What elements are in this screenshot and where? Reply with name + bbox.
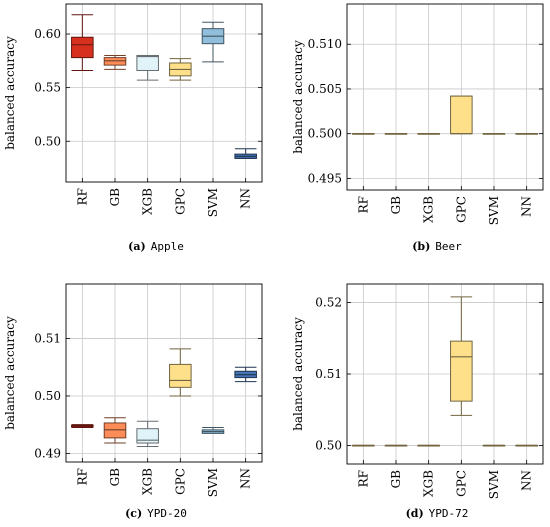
y-tick-label: 0.510 bbox=[308, 37, 342, 51]
caption-label: (a) bbox=[128, 240, 146, 253]
figure-caption: (b) Beer bbox=[412, 240, 462, 253]
x-tick-label: GPC bbox=[454, 470, 468, 497]
y-tick-label: 0.500 bbox=[308, 127, 342, 141]
box-gb bbox=[103, 422, 127, 439]
y-tick-label: 0.50 bbox=[34, 134, 61, 148]
x-tick-label: RF bbox=[75, 468, 89, 485]
x-tick-label: SVM bbox=[206, 468, 220, 497]
y-tick-label: 0.52 bbox=[315, 296, 342, 310]
y-tick-label: 0.51 bbox=[315, 367, 342, 381]
box-xgb bbox=[136, 428, 159, 444]
x-tick-label: SVM bbox=[487, 470, 501, 499]
caption-text: YPD-20 bbox=[147, 507, 187, 520]
y-axis-label: balanced accuracy bbox=[3, 316, 17, 430]
y-tick-label: 0.49 bbox=[34, 446, 61, 460]
x-tick-label: SVM bbox=[487, 196, 501, 225]
x-tick-label: NN bbox=[520, 470, 534, 491]
x-tick-label: RF bbox=[356, 196, 370, 213]
plot-frame bbox=[65, 3, 263, 183]
x-tick-label: RF bbox=[356, 470, 370, 487]
box-gpc bbox=[450, 340, 473, 402]
x-tick-label: GB bbox=[389, 196, 403, 215]
x-tick-label: NN bbox=[520, 196, 534, 217]
x-tick-label: GB bbox=[389, 470, 403, 489]
x-tick-label: GB bbox=[108, 188, 122, 207]
box-xgb bbox=[136, 54, 159, 71]
chart-panel-d: 0.50 0.51 0.52 balanced accuracy RF GB XGB GPC S… bbox=[291, 283, 544, 520]
x-tick-label: XGB bbox=[141, 468, 155, 495]
x-tick-label: NN bbox=[239, 188, 253, 209]
x-tick-label: XGB bbox=[141, 188, 155, 215]
x-tick-label: GPC bbox=[173, 468, 187, 495]
box-gpc bbox=[169, 363, 192, 388]
x-tick-label: GB bbox=[108, 468, 122, 487]
y-tick-label: 0.50 bbox=[34, 389, 61, 403]
y-tick-label: 0.55 bbox=[34, 81, 61, 95]
chart-panel-c: 0.49 0.50 0.51 balanced accuracy RF GB XGB GPC S… bbox=[3, 283, 263, 520]
y-tick-label: 0.505 bbox=[308, 82, 342, 96]
plot-frame bbox=[346, 283, 544, 465]
y-tick-label: 0.51 bbox=[34, 332, 61, 346]
x-tick-label: RF bbox=[75, 188, 89, 205]
caption-text: Beer bbox=[435, 240, 462, 253]
y-tick-label: 0.495 bbox=[308, 171, 342, 185]
caption-text: Apple bbox=[151, 240, 184, 253]
x-tick-label: NN bbox=[239, 468, 253, 489]
caption-label: (b) bbox=[412, 240, 430, 253]
box-rf bbox=[71, 36, 94, 59]
y-tick-label: 0.60 bbox=[34, 27, 61, 41]
chart-panel-a: 0.50 0.55 0.60 balanced accuracy RF GB XGB GPC S… bbox=[3, 3, 263, 253]
y-axis-label: balanced accuracy bbox=[291, 317, 305, 431]
x-tick-label: SVM bbox=[206, 188, 220, 217]
plot-frame bbox=[65, 283, 263, 463]
x-tick-label: XGB bbox=[422, 470, 436, 497]
caption-label: (d) bbox=[406, 507, 424, 520]
y-axis-label: balanced accuracy bbox=[3, 36, 17, 150]
x-tick-label: XGB bbox=[422, 196, 436, 223]
box-gpc bbox=[450, 95, 473, 135]
x-tick-label: GPC bbox=[454, 196, 468, 223]
figure-caption: (c) YPD-20 bbox=[125, 507, 187, 520]
y-axis-label: balanced accuracy bbox=[291, 40, 305, 154]
caption-text: YPD-72 bbox=[429, 507, 469, 520]
figure-caption: (d) YPD-72 bbox=[406, 507, 469, 520]
figure-caption: (a) Apple bbox=[128, 240, 184, 253]
y-tick-label: 0.50 bbox=[315, 438, 342, 452]
caption-label: (c) bbox=[125, 507, 142, 520]
plot-frame bbox=[346, 3, 544, 191]
x-tick-label: GPC bbox=[173, 188, 187, 215]
